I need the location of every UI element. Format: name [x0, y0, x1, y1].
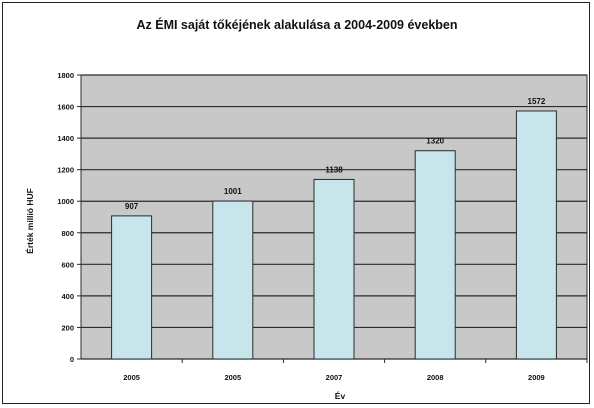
y-tick-label: 800 — [61, 229, 74, 238]
y-tick-label: 400 — [61, 292, 74, 301]
chart-frame: Az ÉMI saját tőkéjének alakulása a 2004-… — [2, 2, 590, 404]
y-tick-label: 200 — [61, 323, 74, 332]
data-label: 1320 — [426, 137, 444, 146]
x-axis-label: Év — [335, 391, 346, 401]
x-tick-label: 2005 — [123, 373, 140, 382]
y-tick-label: 0 — [70, 355, 74, 364]
bar — [414, 150, 456, 360]
data-label: 1001 — [224, 187, 242, 196]
y-axis-label: Érték millió HUF — [25, 188, 35, 254]
bar-chart: Az ÉMI saját tőkéjének alakulása a 2004-… — [25, 17, 588, 401]
y-tick-label: 1000 — [57, 197, 74, 206]
bar — [111, 215, 153, 360]
bar — [313, 178, 355, 360]
bar — [515, 110, 557, 360]
x-tick-label: 2008 — [427, 373, 444, 382]
x-tick-label: 2007 — [326, 373, 343, 382]
y-tick-label: 600 — [61, 260, 74, 269]
bar — [212, 200, 254, 360]
x-tick-label: 2009 — [528, 373, 545, 382]
data-label: 1572 — [528, 97, 546, 106]
data-label: 907 — [125, 202, 139, 211]
chart-title: Az ÉMI saját tőkéjének alakulása a 2004-… — [136, 17, 457, 32]
data-label: 1138 — [325, 165, 343, 174]
plot-area: 0 200 400 600 800 1000 1200 1400 1600 1800 907 2005… — [57, 71, 588, 382]
y-tick-label: 1200 — [57, 166, 74, 175]
y-tick-label: 1600 — [57, 103, 74, 112]
y-tick-label: 1400 — [57, 134, 74, 143]
x-tick-label: 2005 — [224, 373, 241, 382]
y-tick-label: 1800 — [57, 71, 74, 80]
